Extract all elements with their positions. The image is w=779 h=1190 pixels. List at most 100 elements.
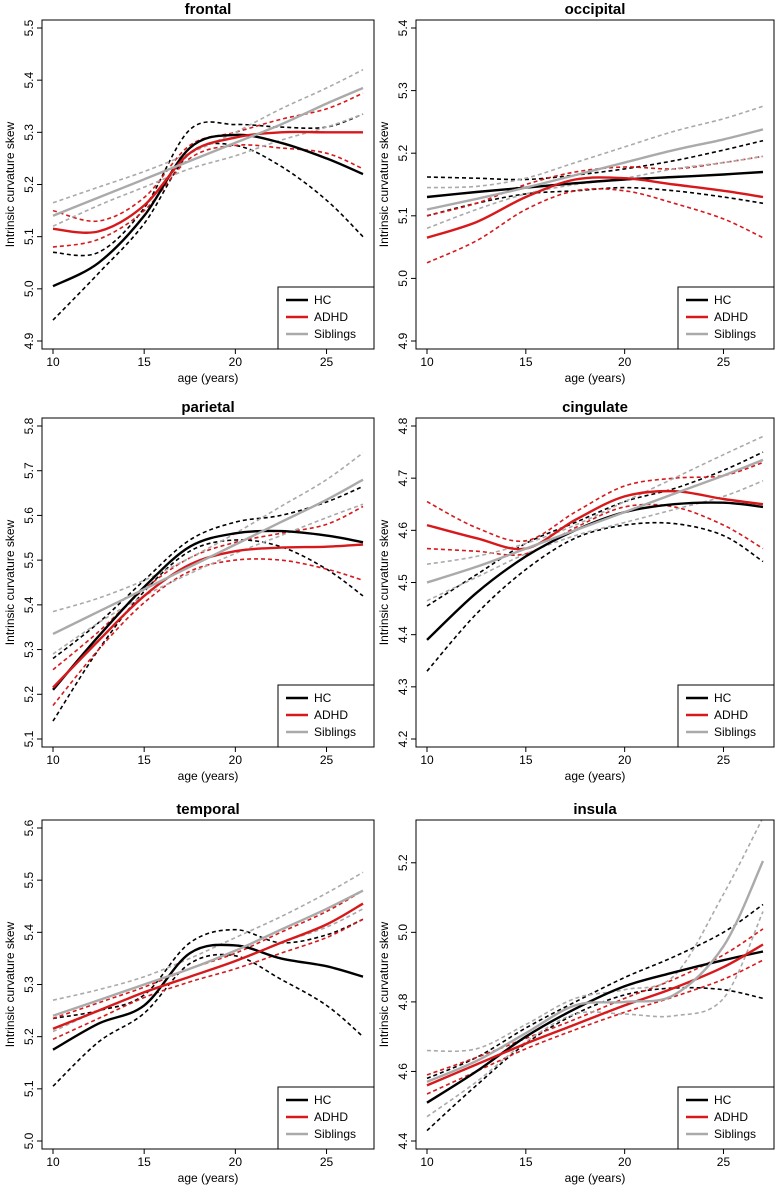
x-tick-label: 20 bbox=[229, 753, 243, 767]
y-tick-label: 5.0 bbox=[396, 924, 410, 941]
legend-label-hc: HC bbox=[714, 1093, 732, 1107]
legend-label-siblings: Siblings bbox=[314, 725, 356, 739]
y-tick-label: 5.0 bbox=[22, 280, 36, 297]
x-tick-label: 15 bbox=[137, 1155, 151, 1169]
x-tick-label: 15 bbox=[137, 355, 151, 369]
x-tick-label: 25 bbox=[320, 1155, 334, 1169]
y-tick-label: 5.6 bbox=[22, 507, 36, 524]
ci-upper-adhd bbox=[52, 505, 364, 671]
y-tick-label: 4.6 bbox=[396, 1063, 410, 1080]
ci-lower-siblings bbox=[426, 911, 764, 1118]
plot-area bbox=[426, 435, 764, 672]
legend-label-siblings: Siblings bbox=[314, 1127, 356, 1141]
y-tick-label: 5.4 bbox=[22, 72, 36, 89]
chart-title: frontal bbox=[185, 1, 232, 18]
x-tick-label: 20 bbox=[618, 355, 632, 369]
x-tick-label: 25 bbox=[717, 355, 731, 369]
legend: HC ADHD Siblings bbox=[277, 684, 375, 748]
x-axis-label: age (years) bbox=[178, 1171, 239, 1185]
legend-label-adhd: ADHD bbox=[714, 310, 748, 324]
chart-title: temporal bbox=[176, 801, 239, 818]
ci-upper-hc bbox=[52, 918, 364, 1020]
legend-label-hc: HC bbox=[314, 1093, 332, 1107]
y-tick-label: 5.4 bbox=[22, 596, 36, 613]
y-tick-label: 4.7 bbox=[396, 470, 410, 487]
chart-title: insula bbox=[573, 801, 617, 818]
ci-lower-siblings bbox=[426, 480, 764, 602]
panel-temporal: temporal 10 15 20 25 age (years) 5.0 5.1 5.2 5.3 5… bbox=[3, 801, 375, 1185]
series-line-siblings bbox=[52, 889, 364, 1017]
ci-upper-hc bbox=[426, 139, 764, 181]
ci-lower-adhd bbox=[52, 558, 364, 707]
chart-title: occipital bbox=[565, 1, 626, 18]
series-line-adhd bbox=[52, 130, 363, 234]
y-tick-label: 5.4 bbox=[396, 19, 410, 36]
x-tick-label: 20 bbox=[229, 355, 243, 369]
x-axis-label: age (years) bbox=[565, 769, 626, 783]
y-tick-label: 4.8 bbox=[396, 993, 410, 1010]
legend-label-siblings: Siblings bbox=[314, 327, 356, 341]
y-tick-label: 4.4 bbox=[396, 626, 410, 643]
x-tick-label: 15 bbox=[137, 753, 151, 767]
y-tick-label: 5.1 bbox=[396, 207, 410, 224]
y-tick-label: 5.8 bbox=[22, 417, 36, 434]
plot-area bbox=[52, 452, 364, 722]
plot-area bbox=[426, 820, 765, 1132]
x-tick-label: 15 bbox=[519, 1155, 533, 1169]
chart-title: cingulate bbox=[562, 399, 628, 416]
ci-upper-hc bbox=[426, 903, 764, 1080]
ci-upper-hc bbox=[426, 451, 764, 607]
ci-lower-adhd bbox=[426, 503, 764, 556]
series-line-adhd bbox=[426, 176, 764, 239]
plot-frame bbox=[415, 819, 775, 1150]
ci-lower-siblings bbox=[426, 155, 764, 230]
legend: HC ADHD Siblings bbox=[277, 286, 375, 350]
y-tick-label: 5.4 bbox=[22, 924, 36, 941]
ci-upper-siblings bbox=[52, 452, 364, 613]
ci-upper-adhd bbox=[426, 928, 764, 1076]
x-tick-label: 15 bbox=[519, 753, 533, 767]
series-line-siblings bbox=[426, 860, 765, 1084]
x-tick-label: 10 bbox=[46, 1155, 60, 1169]
y-tick-label: 5.3 bbox=[22, 124, 36, 141]
y-tick-label: 4.3 bbox=[396, 678, 410, 695]
legend-label-adhd: ADHD bbox=[314, 310, 348, 324]
x-axis-label: age (years) bbox=[178, 769, 239, 783]
legend-label-hc: HC bbox=[314, 691, 332, 705]
legend-label-hc: HC bbox=[314, 293, 332, 307]
series-line-adhd bbox=[426, 489, 764, 551]
legend-label-adhd: ADHD bbox=[714, 708, 748, 722]
legend-label-adhd: ADHD bbox=[314, 1110, 348, 1124]
y-tick-label: 4.9 bbox=[22, 332, 36, 349]
y-tick-label: 5.2 bbox=[22, 176, 36, 193]
ci-upper-siblings bbox=[52, 68, 364, 204]
y-tick-label: 5.0 bbox=[22, 1132, 36, 1149]
panel-parietal: parietal 10 15 20 25 age (years) 5.1 5.2 5.3 5.4 5… bbox=[3, 399, 375, 783]
y-tick-label: 5.3 bbox=[22, 976, 36, 993]
x-tick-label: 10 bbox=[420, 753, 434, 767]
ci-lower-adhd bbox=[426, 188, 764, 264]
legend-label-adhd: ADHD bbox=[314, 708, 348, 722]
panel-frontal: frontal 10 15 20 25 age (years) 4.9 5.0 5.1 5.2 5.… bbox=[3, 1, 375, 385]
x-axis-label: age (years) bbox=[565, 371, 626, 385]
y-tick-label: 5.2 bbox=[22, 686, 36, 703]
ci-upper-siblings bbox=[426, 105, 764, 189]
series-line-hc bbox=[52, 133, 364, 288]
y-tick-label: 4.6 bbox=[396, 522, 410, 539]
ci-lower-siblings bbox=[52, 503, 364, 655]
y-tick-label: 5.3 bbox=[396, 82, 410, 99]
x-tick-label: 10 bbox=[46, 355, 60, 369]
y-axis-label: Intrinsic curvature skew bbox=[377, 519, 391, 645]
x-tick-label: 20 bbox=[229, 1155, 243, 1169]
ci-lower-adhd bbox=[52, 918, 364, 1041]
ci-lower-adhd bbox=[426, 959, 764, 1095]
plot-frame bbox=[415, 19, 775, 350]
y-tick-label: 5.1 bbox=[22, 228, 36, 245]
x-axis-label: age (years) bbox=[565, 1171, 626, 1185]
y-tick-label: 4.5 bbox=[396, 574, 410, 591]
legend: HC ADHD Siblings bbox=[277, 1086, 375, 1150]
x-tick-label: 25 bbox=[717, 753, 731, 767]
legend: HC ADHD Siblings bbox=[677, 1086, 775, 1150]
y-tick-label: 5.7 bbox=[22, 462, 36, 479]
